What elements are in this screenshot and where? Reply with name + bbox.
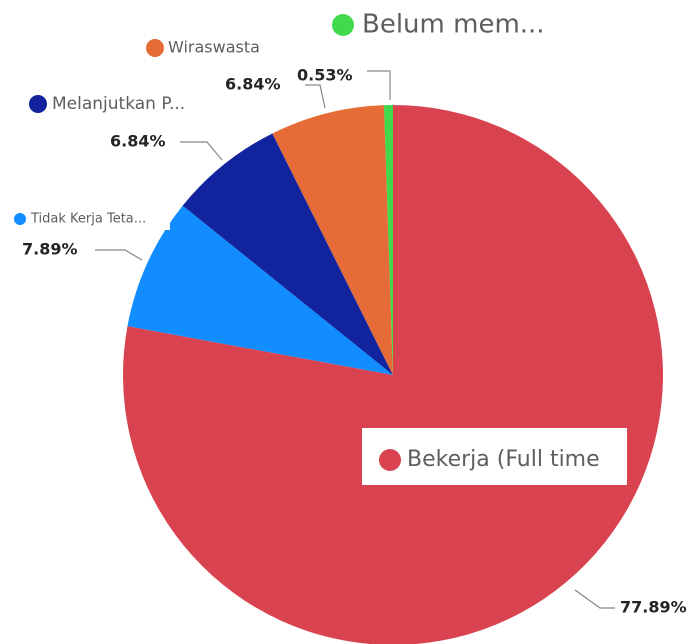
label-bg bbox=[362, 428, 627, 485]
value-label: 6.84% bbox=[110, 132, 166, 151]
value-label: 77.89% bbox=[620, 598, 687, 617]
pie-slice bbox=[127, 205, 393, 375]
category-label: Belum mem... bbox=[362, 10, 545, 40]
category-label: Tidak Kerja Teta... bbox=[30, 212, 146, 227]
pie-slice bbox=[182, 133, 393, 375]
value-label: 0.53% bbox=[297, 66, 353, 85]
value-label: 6.84% bbox=[225, 75, 281, 94]
category-label: Bekerja (Full time bbox=[407, 447, 600, 472]
category-label: Melanjutkan P... bbox=[52, 94, 185, 114]
legend-dot bbox=[29, 95, 47, 113]
leader-line bbox=[180, 141, 223, 161]
legend-dot bbox=[332, 14, 354, 36]
pie-slice bbox=[272, 105, 393, 376]
category-label: Wiraswasta bbox=[168, 38, 260, 57]
legend-dot bbox=[14, 213, 26, 225]
leader-line bbox=[305, 84, 326, 109]
leader-line bbox=[95, 249, 143, 261]
leader-line bbox=[367, 70, 391, 100]
leader-line bbox=[574, 589, 615, 609]
label-bg bbox=[12, 208, 170, 230]
value-label: 7.89% bbox=[22, 240, 78, 259]
legend-dot bbox=[146, 39, 164, 57]
legend-dot bbox=[379, 449, 401, 471]
pie-slice bbox=[384, 105, 393, 375]
pie-slice bbox=[123, 105, 663, 644]
